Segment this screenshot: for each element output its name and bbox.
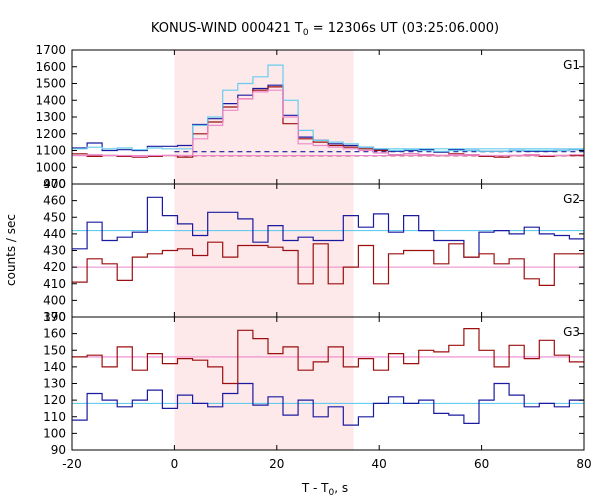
series-blue-line — [72, 196, 584, 258]
y-tick-label: 390 — [43, 310, 66, 324]
y-tick-label: 1100 — [35, 144, 66, 158]
y-tick-label: 1300 — [35, 110, 66, 124]
series-red-line — [72, 241, 584, 286]
x-tick-label: 80 — [576, 457, 591, 471]
y-tick-label: 470 — [43, 177, 66, 191]
x-tick-label: 40 — [372, 457, 387, 471]
y-tick-label: 1500 — [35, 77, 66, 91]
y-tick-label: 140 — [43, 360, 66, 374]
panel-g2: 390 400 410 420 430 440 450 460 470 G2 — [43, 177, 585, 324]
x-axis-label: T - T0, s — [301, 481, 348, 498]
y-tick-label: 900 — [43, 177, 66, 191]
y-tick-label: 100 — [43, 426, 66, 440]
series-cyan-line — [72, 64, 584, 152]
panel-g3: 90 100 110 120 130 140 150 160 170 G3 — [43, 310, 585, 457]
highlight-interval — [174, 184, 354, 317]
y-tick-label: 1600 — [35, 60, 66, 74]
y-tick-label: 90 — [51, 443, 66, 457]
y-tick-label: 160 — [43, 327, 66, 341]
y-tick-label: 400 — [43, 293, 66, 307]
y-tick-label: 1000 — [35, 160, 66, 174]
panel-label: G1 — [563, 58, 580, 72]
series-blue-line — [72, 382, 584, 426]
y-tick-label: 120 — [43, 393, 66, 407]
y-axis-label: counts / sec — [4, 214, 18, 286]
x-tick-label: 0 — [171, 457, 179, 471]
y-tick-label: 1700 — [35, 43, 66, 57]
y-tick-label: 110 — [43, 410, 66, 424]
x-tick-label: 20 — [269, 457, 284, 471]
panel-label: G2 — [563, 192, 580, 206]
y-tick-label: 450 — [43, 210, 66, 224]
y-tick-label: 170 — [43, 310, 66, 324]
y-tick-label: 430 — [43, 244, 66, 258]
chart-title: KONUS-WIND 000421 T0 = 12306s UT (03:25:… — [151, 21, 499, 38]
y-tick-label: 1400 — [35, 93, 66, 107]
y-tick-label: 130 — [43, 377, 66, 391]
y-tick-label: 410 — [43, 277, 66, 291]
x-tick-label: 60 — [474, 457, 489, 471]
panel-label: G3 — [563, 325, 580, 339]
highlight-interval — [174, 317, 354, 450]
series-red-line — [72, 328, 584, 385]
y-tick-label: 1200 — [35, 127, 66, 141]
highlight-interval — [174, 50, 354, 184]
x-tick-label: -20 — [62, 457, 82, 471]
y-tick-label: 440 — [43, 227, 66, 241]
series-pink-line — [72, 89, 584, 157]
y-tick-label: 150 — [43, 343, 66, 357]
panel-g1: 900 1000 1100 1200 1300 1400 1500 1600 1700 G1 — [35, 43, 585, 191]
y-tick-label: 420 — [43, 260, 66, 274]
y-tick-label: 460 — [43, 194, 66, 208]
